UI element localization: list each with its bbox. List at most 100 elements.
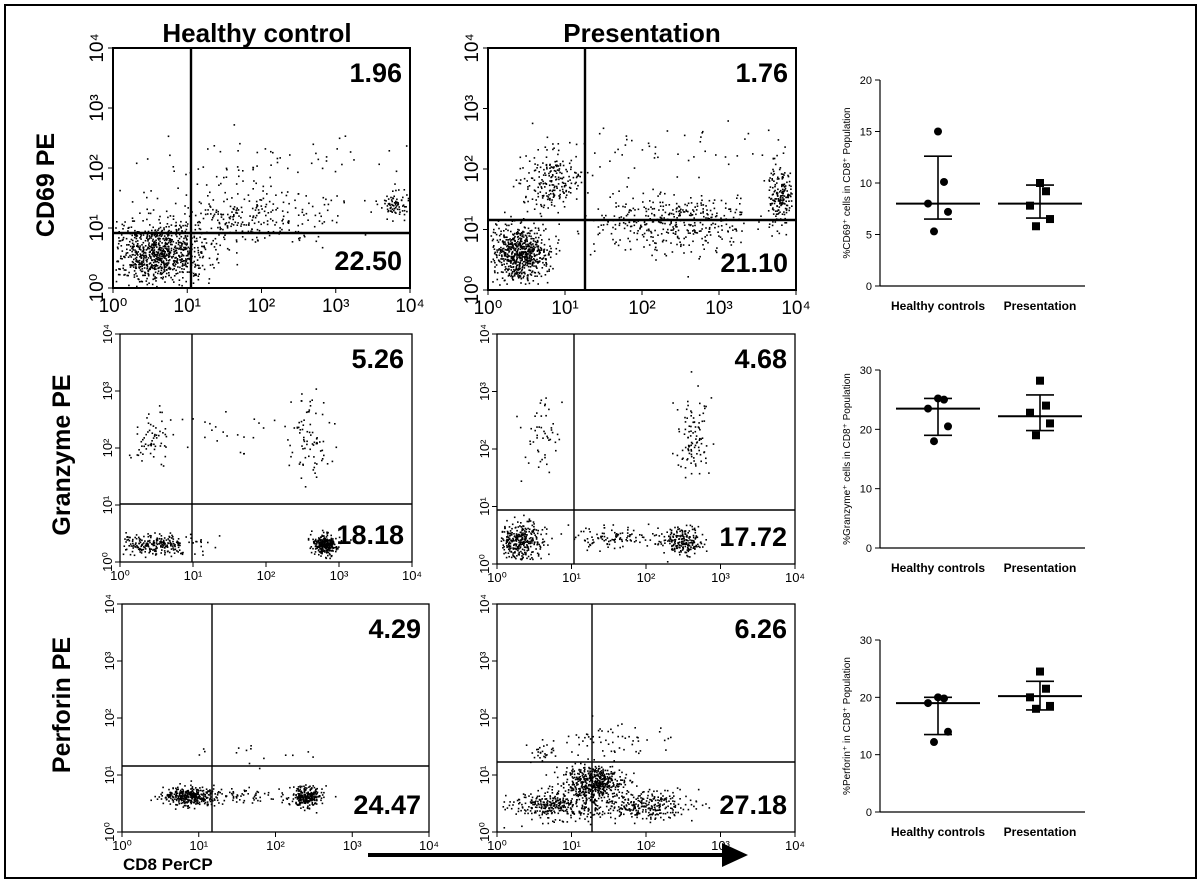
data-point <box>1046 215 1054 224</box>
quadrant-value-lower-right: 18.18 <box>336 520 404 550</box>
row-label-perforin: Perforin PE <box>48 637 76 773</box>
x-tick-label: 10³ <box>330 568 349 583</box>
y-tick-label: 10³ <box>462 95 483 122</box>
flow-dots <box>122 388 352 560</box>
x-tick-label: 10² <box>266 838 285 853</box>
y-tick-label: 10 <box>860 178 872 190</box>
data-point <box>930 738 938 747</box>
data-point <box>924 199 932 208</box>
y-tick-label: 0 <box>866 543 872 555</box>
y-tick-label: 10⁰ <box>477 554 492 574</box>
quadrant-value-lower-right: 22.50 <box>334 246 402 276</box>
data-point <box>934 394 942 403</box>
summary-plots: 0 5 10 15 20 %CD69⁺ cells in CD8⁺ Population H… <box>842 75 1085 839</box>
y-tick-label: 10³ <box>87 94 108 121</box>
x-tick-label: 10² <box>628 298 655 319</box>
quadrant-value-lower-right: 21.10 <box>720 248 788 278</box>
data-point <box>930 227 938 236</box>
category-label: Healthy controls <box>891 299 985 313</box>
x-tick-label: 10¹ <box>551 298 578 319</box>
x-tick-label: 10⁰ <box>487 570 507 585</box>
y-tick-label: 20 <box>860 692 872 704</box>
x-tick-label: 10³ <box>343 838 362 853</box>
data-point <box>944 207 952 216</box>
quadrant-value-upper-right: 5.26 <box>351 344 404 374</box>
quadrant-value-lower-right: 17.72 <box>719 522 787 552</box>
y-tick-label: 10⁴ <box>100 324 115 344</box>
column-header-presentation: Presentation <box>563 18 721 48</box>
flow-plot-frame <box>121 603 430 833</box>
quadrant-value-upper-right: 4.68 <box>734 344 787 374</box>
flow-dots <box>502 715 711 829</box>
y-tick-label: 10³ <box>477 651 492 670</box>
category-label: Presentation <box>1004 299 1077 313</box>
x-tick-label: 10⁴ <box>785 570 805 585</box>
flow-dots <box>490 120 793 286</box>
x-tick-label: 10³ <box>711 838 730 853</box>
y-tick-label: 0 <box>866 807 872 819</box>
y-tick-label: 10⁰ <box>102 822 117 842</box>
data-point <box>1032 704 1040 713</box>
data-point <box>940 395 948 404</box>
y-tick-label: 0 <box>866 281 872 293</box>
y-tick-label: 10⁴ <box>462 33 483 62</box>
x-tick-label: 10³ <box>322 296 349 317</box>
y-tick-label: 5 <box>866 230 872 242</box>
y-axis-label: %CD69⁺ cells in CD8⁺ Population <box>842 107 853 258</box>
x-tick-label: 10² <box>248 296 275 317</box>
x-tick-label: 10¹ <box>562 838 581 853</box>
y-tick-label: 30 <box>860 365 872 377</box>
y-tick-label: 20 <box>860 75 872 87</box>
x-tick-label: 10⁴ <box>395 296 424 317</box>
x-tick-label: 10⁰ <box>474 298 503 319</box>
data-point <box>934 127 942 136</box>
x-tick-label: 10⁰ <box>99 296 128 317</box>
y-tick-label: 10¹ <box>462 216 483 243</box>
y-tick-label: 10⁰ <box>462 276 483 305</box>
x-tick-label: 10³ <box>705 298 732 319</box>
y-tick-label: 10³ <box>477 381 492 400</box>
data-point <box>1036 179 1044 187</box>
y-tick-label: 10² <box>477 708 492 727</box>
data-point <box>1026 693 1034 702</box>
y-tick-label: 10⁴ <box>87 33 108 62</box>
quadrant-value-upper-right: 4.29 <box>368 614 421 644</box>
summary-plot: 0 5 10 15 20 %CD69⁺ cells in CD8⁺ Population H… <box>842 75 1085 313</box>
y-tick-label: 10⁴ <box>477 594 492 614</box>
y-tick-label: 10⁰ <box>87 274 108 303</box>
category-label: Healthy controls <box>891 561 985 575</box>
row-label-cd69: CD69 PE <box>32 133 60 237</box>
y-tick-label: 10⁴ <box>102 594 117 614</box>
quadrant-value-lower-right: 27.18 <box>719 790 787 820</box>
data-point <box>1032 431 1040 440</box>
y-tick-label: 10⁴ <box>477 324 492 344</box>
x-tick-label: 10¹ <box>174 296 201 317</box>
data-point <box>1026 408 1034 417</box>
y-tick-label: 10² <box>462 155 483 182</box>
quadrant-value-lower-right: 24.47 <box>353 790 421 820</box>
data-point <box>944 422 952 431</box>
data-point <box>1042 187 1050 196</box>
y-tick-label: 10⁰ <box>477 822 492 842</box>
y-tick-label: 10² <box>100 438 115 457</box>
y-tick-label: 10 <box>860 484 872 496</box>
x-tick-label: 10³ <box>711 570 730 585</box>
data-point <box>944 727 952 736</box>
y-tick-label: 10² <box>102 708 117 727</box>
row-label-granzyme: Granzyme PE <box>48 374 76 535</box>
y-tick-label: 10³ <box>102 651 117 670</box>
y-tick-label: 10 <box>860 750 872 762</box>
data-point <box>924 699 932 708</box>
figure-border <box>4 4 1197 879</box>
y-tick-label: 10² <box>477 439 492 458</box>
summary-plot: 0 10 20 30 %Granzyme⁺ cells in CD8⁺ Populati… <box>842 365 1085 575</box>
data-point <box>1042 401 1050 410</box>
